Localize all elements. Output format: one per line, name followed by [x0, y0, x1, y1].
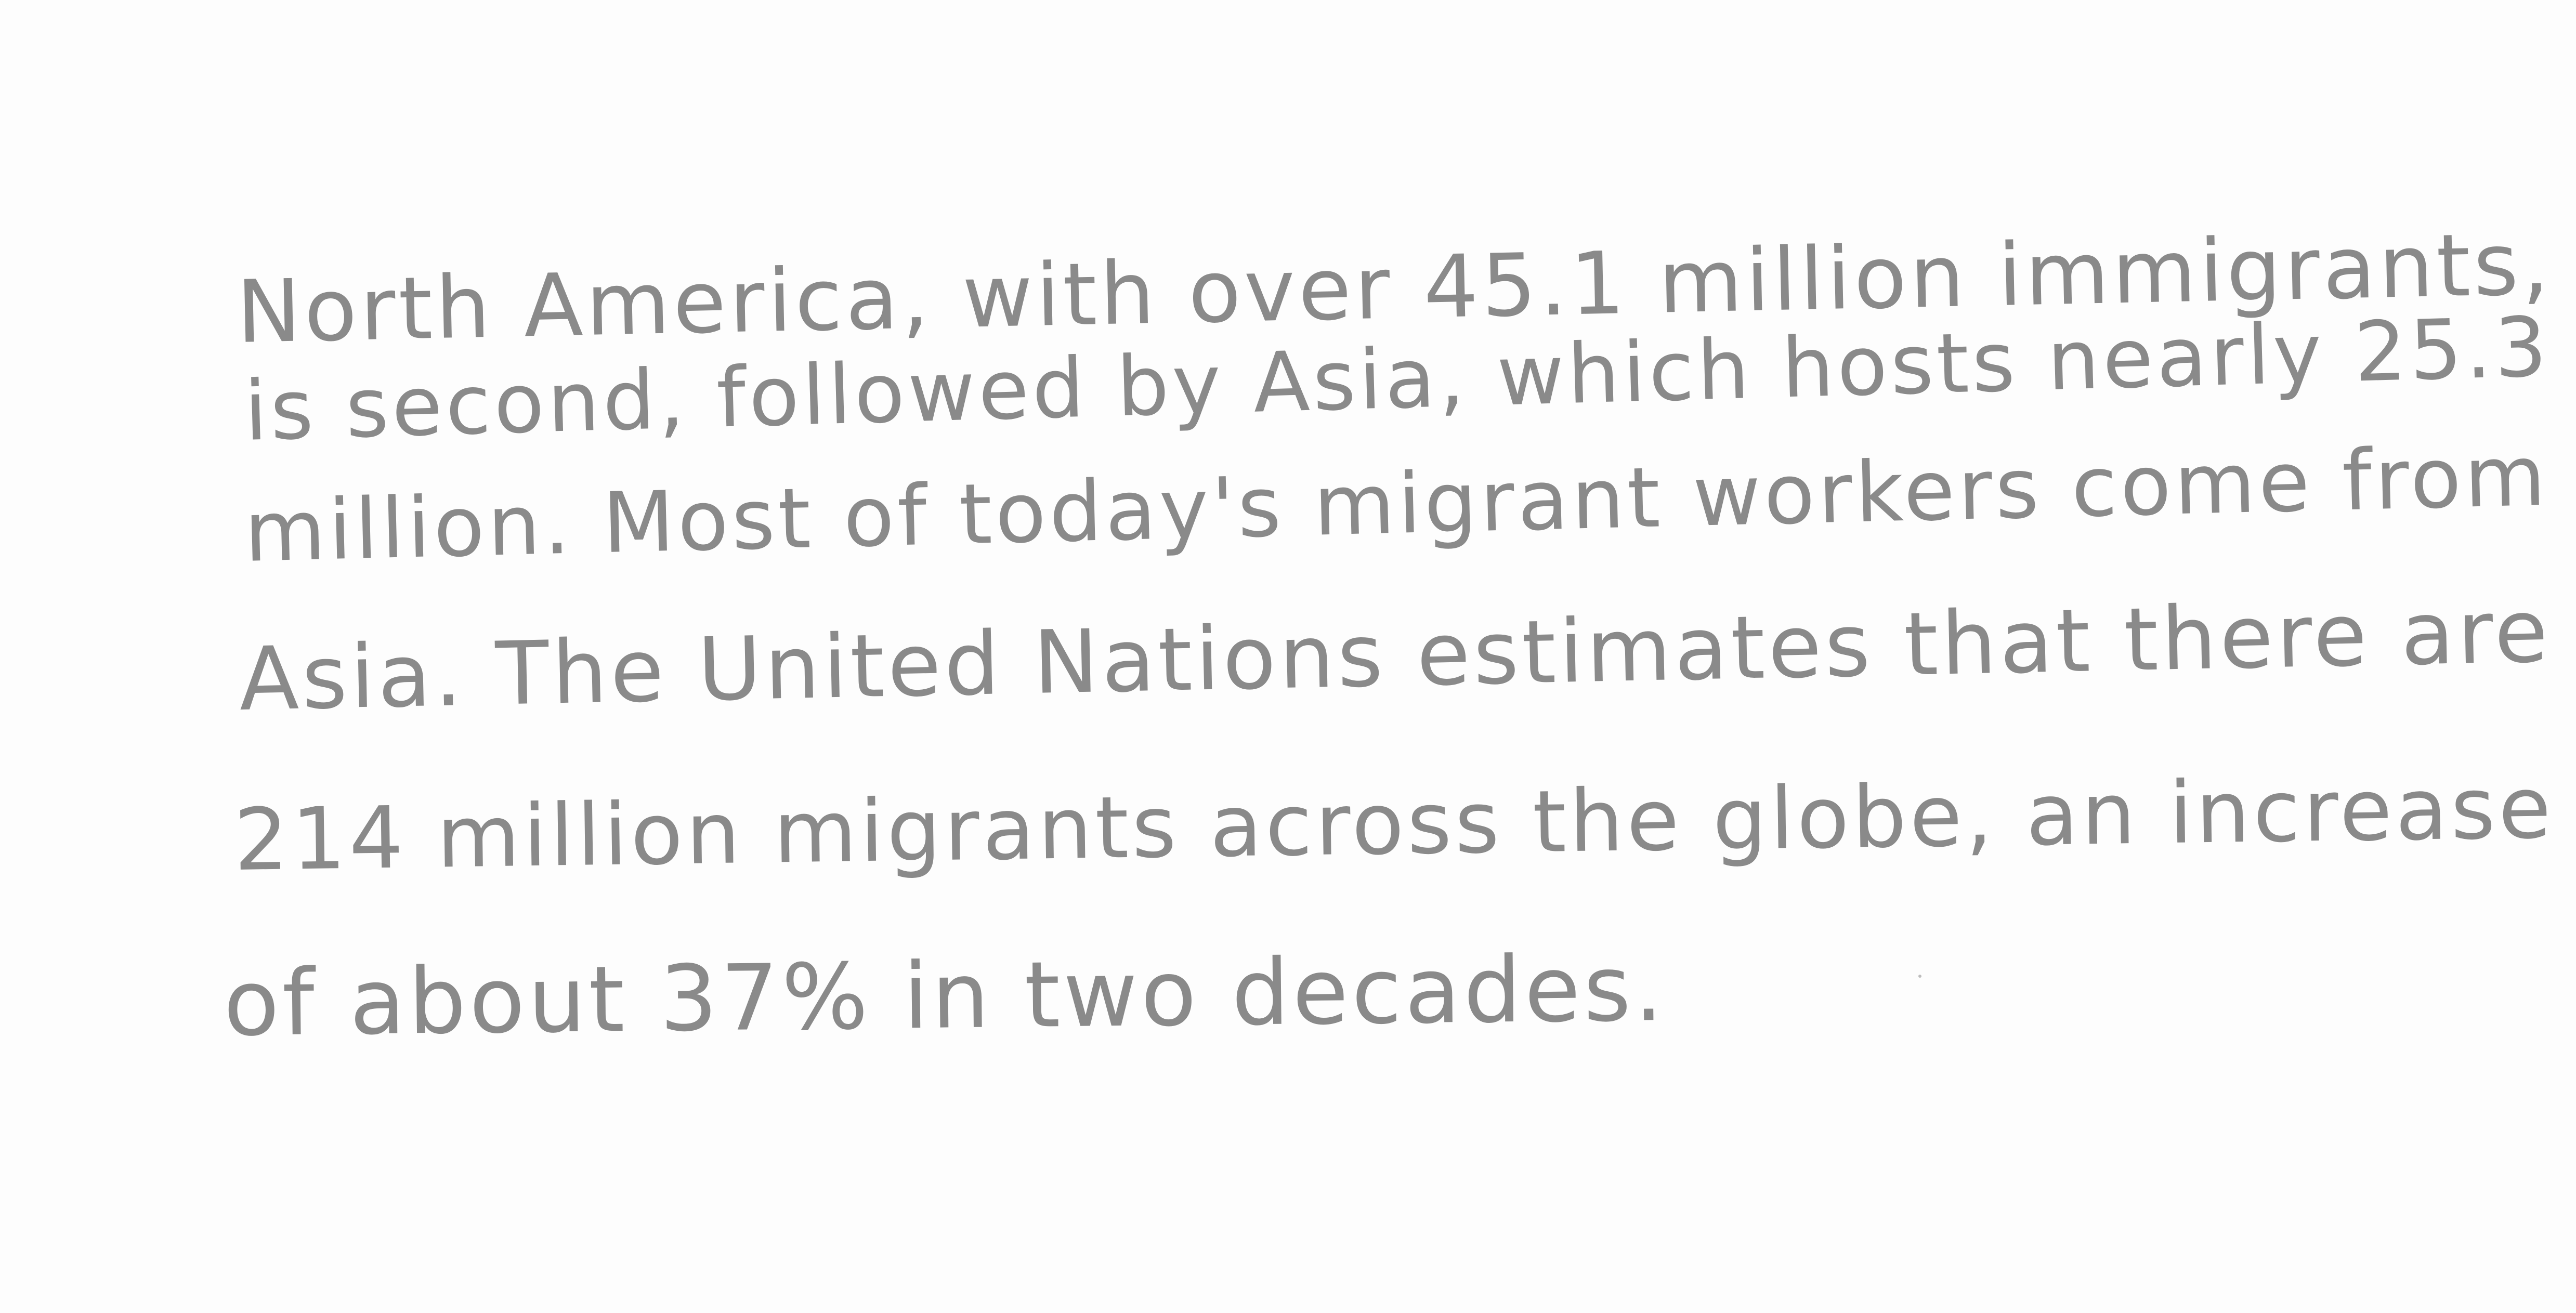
paper-speck	[1918, 975, 1921, 978]
text-line-6: of about 37% in two decades.	[223, 936, 1667, 1057]
text-line-4: Asia. The United Nations estimates that …	[238, 580, 2552, 730]
text-line-5: 214 million migrants across the globe, a…	[233, 757, 2555, 890]
text-line-3: million. Most of today's migrant workers…	[243, 427, 2550, 581]
